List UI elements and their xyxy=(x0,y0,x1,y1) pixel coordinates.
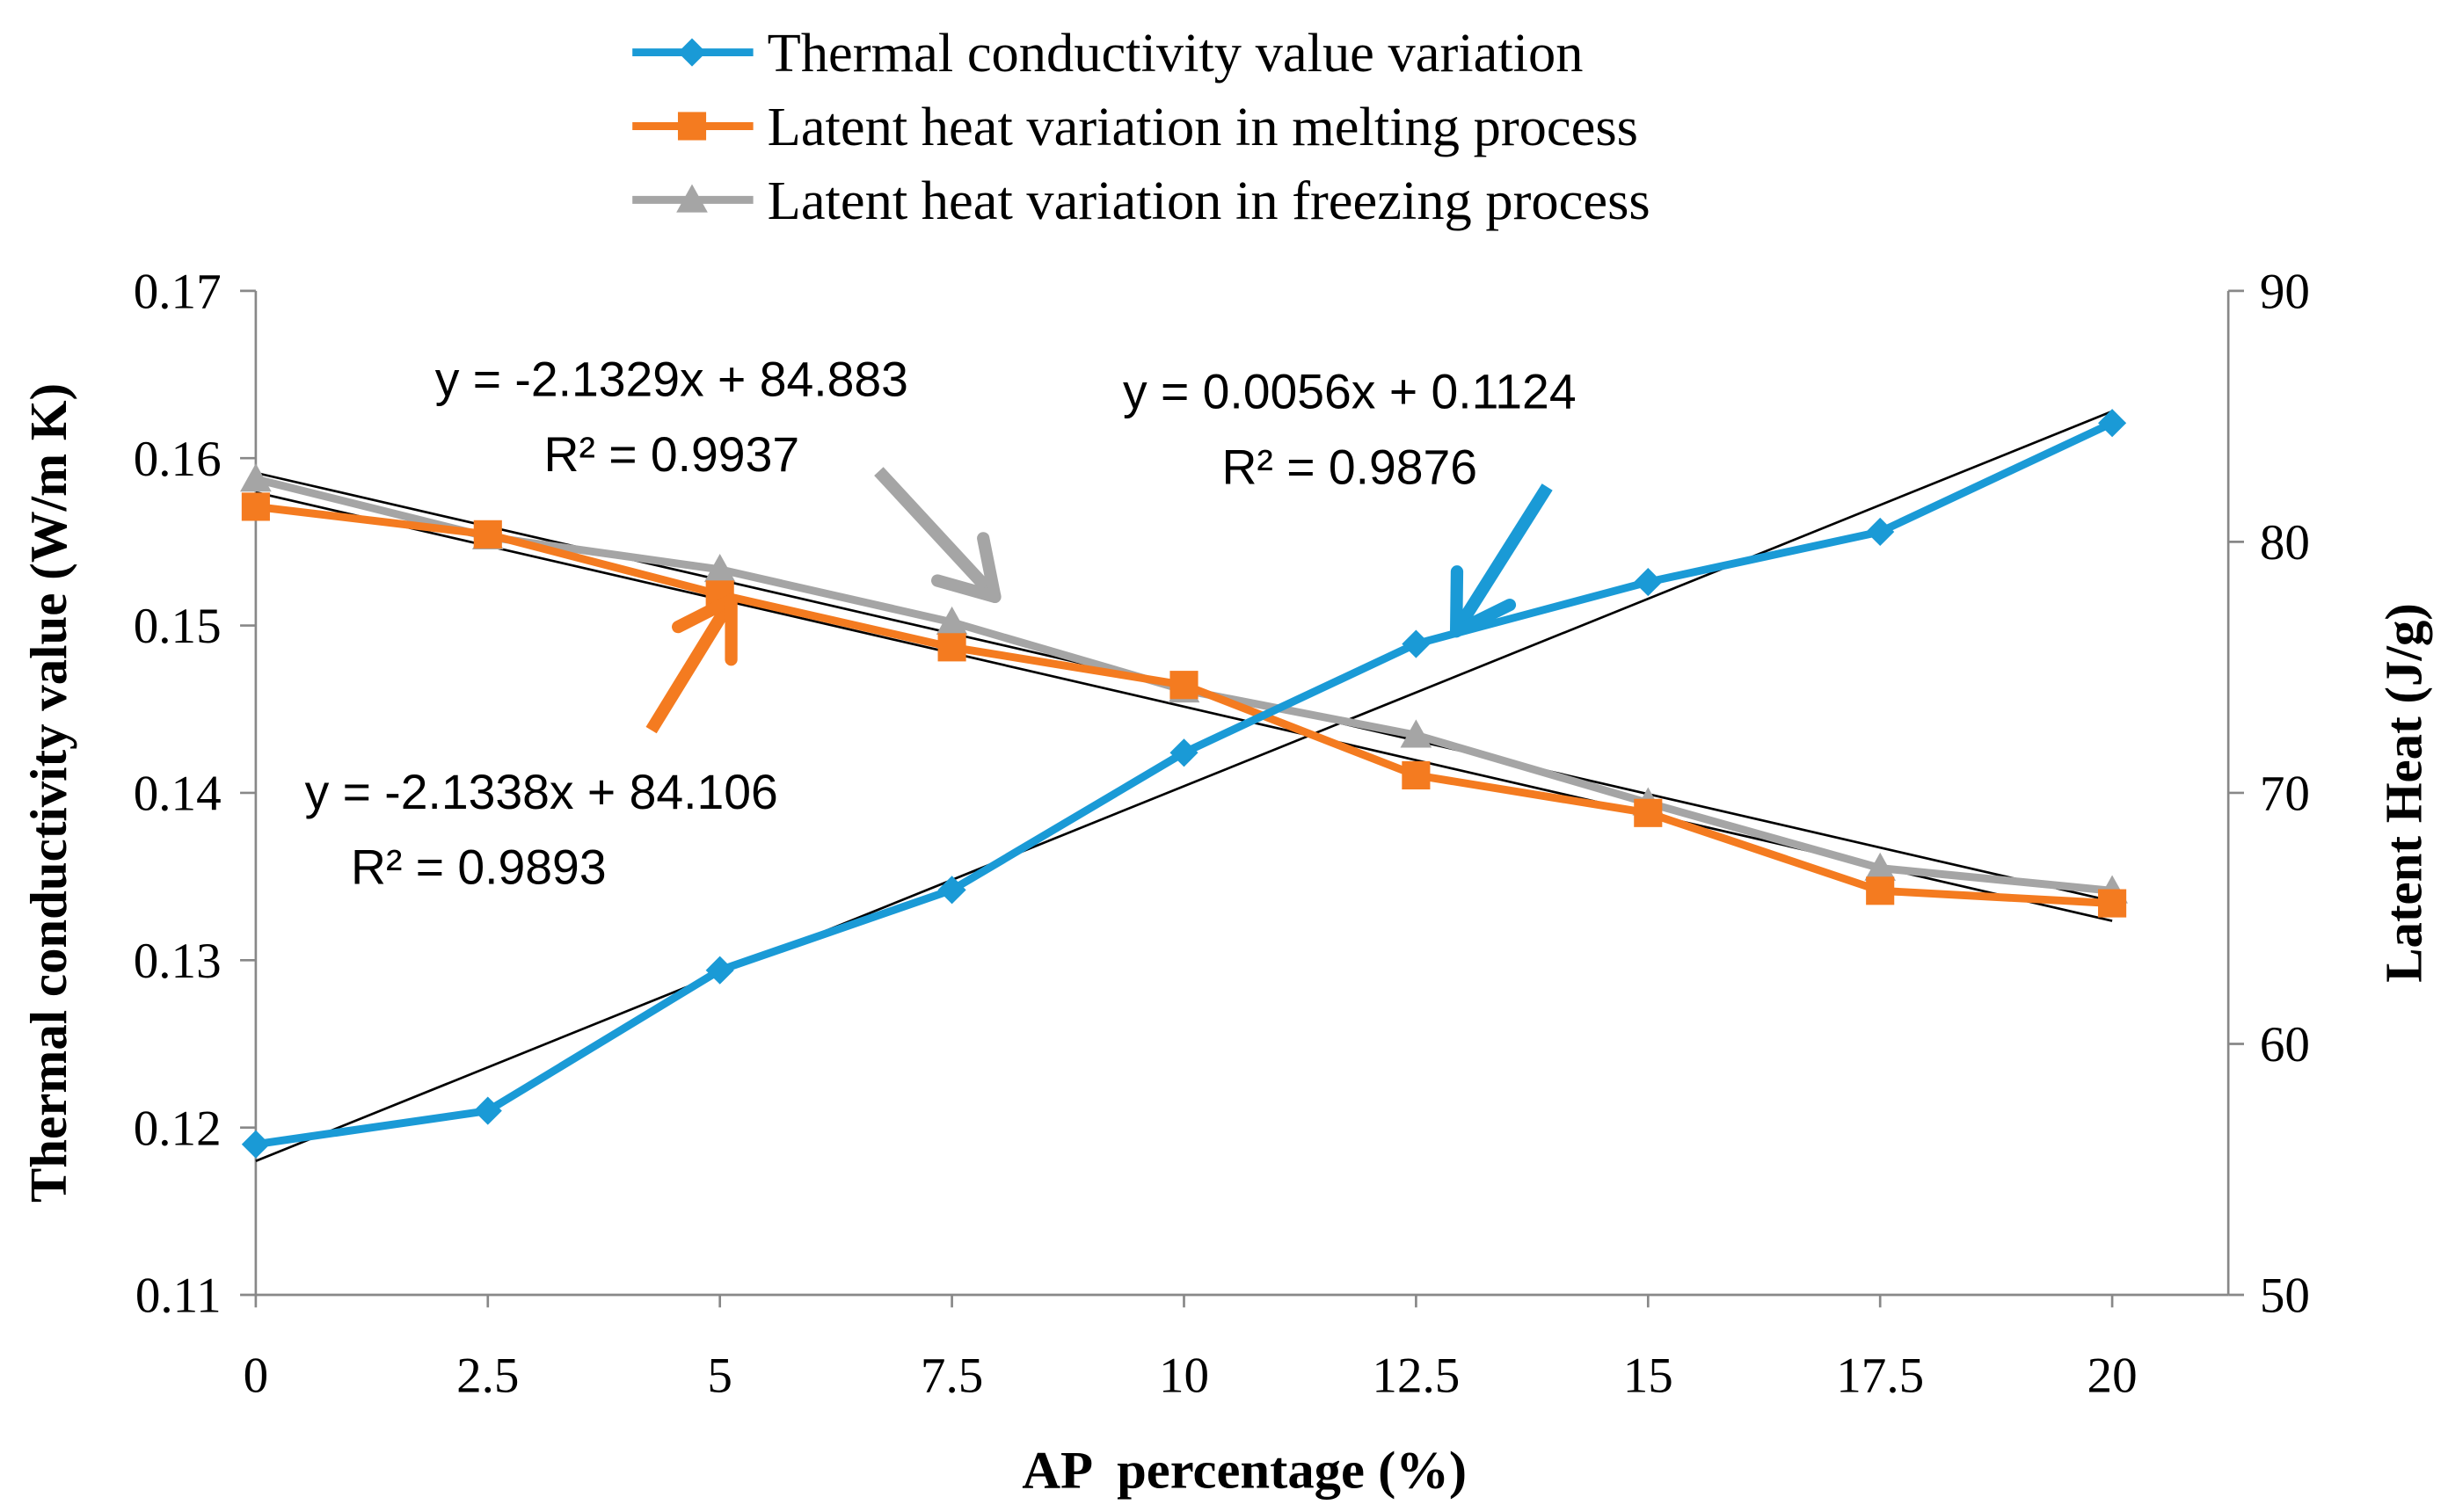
data-point xyxy=(703,553,736,583)
axes: 0.11 0.12 0.13 0.14 0.15 0.16 0.17 50 60 70 80 90 0 2… xyxy=(134,264,2310,1403)
y-right-tick-label: 70 xyxy=(2260,767,2310,822)
y-left-tick-label: 0.12 xyxy=(134,1101,222,1156)
legend-marker xyxy=(677,38,707,67)
series-group xyxy=(240,409,2128,1159)
x-tick-label: 7.5 xyxy=(921,1348,983,1404)
data-point xyxy=(1402,629,1431,658)
y-left-tick-label: 0.11 xyxy=(135,1268,222,1324)
arrow-shaft xyxy=(645,596,737,734)
x-tick-label: 17.5 xyxy=(1836,1348,1924,1404)
y-left-tick-label: 0.13 xyxy=(134,934,222,989)
arrow-icon xyxy=(1449,483,1553,638)
legend-marker xyxy=(677,112,707,141)
arrow-head xyxy=(1449,598,1517,638)
x-tick-label: 5 xyxy=(707,1348,732,1404)
x-tick-label: 0 xyxy=(244,1348,269,1404)
y-left-tick-label: 0.17 xyxy=(134,264,222,319)
arrow-icon xyxy=(874,467,1002,603)
legend-marker xyxy=(676,184,708,213)
r2-label: R² = 0.9876 xyxy=(1221,440,1477,494)
x-tick-label: 2.5 xyxy=(456,1348,519,1404)
data-point xyxy=(1864,852,1897,881)
y-right-tick-label: 50 xyxy=(2260,1268,2310,1324)
equation-label: y = -2.1329x + 84.883 xyxy=(435,352,908,406)
series-0 xyxy=(241,409,2127,1159)
arrow-head xyxy=(977,532,1002,603)
arrow-shaft xyxy=(1451,483,1553,635)
annotations: y = 0.0056x + 0.1124 R² = 0.9876 y = -2.13… xyxy=(305,352,1577,894)
arrow-shaft xyxy=(874,467,1000,601)
data-point xyxy=(1402,760,1431,790)
legend-label: Latent heat variation in melting process xyxy=(768,96,1638,157)
data-point xyxy=(1866,517,1895,547)
data-point xyxy=(1169,671,1198,700)
data-point xyxy=(241,1130,270,1159)
legend-label: Latent heat variation in freezing proces… xyxy=(768,170,1650,231)
legend: Thermal conductivity value variation Late… xyxy=(632,22,1650,231)
y-right-tick-label: 60 xyxy=(2260,1017,2310,1072)
trendline-0 xyxy=(255,410,2113,1162)
arrow-icon xyxy=(645,593,738,734)
data-point xyxy=(240,463,272,492)
x-tick-label: 12.5 xyxy=(1372,1348,1460,1404)
arrow-head xyxy=(1449,565,1464,638)
y-left-tick-label: 0.16 xyxy=(134,432,222,487)
data-point xyxy=(1634,798,1663,827)
data-point xyxy=(241,492,270,521)
y-axis-left-label: Thermal conductivity value (W/m K) xyxy=(20,383,77,1203)
data-point xyxy=(473,520,502,549)
y-right-tick-label: 90 xyxy=(2260,264,2310,319)
r2-label: R² = 0.9893 xyxy=(351,840,607,894)
equation-label: y = -2.1338x + 84.106 xyxy=(305,765,778,819)
data-point xyxy=(1866,876,1895,905)
x-tick-label: 10 xyxy=(1159,1348,1209,1404)
y-right-tick-label: 80 xyxy=(2260,515,2310,571)
x-tick-label: 20 xyxy=(2087,1348,2138,1404)
data-point xyxy=(937,633,966,662)
y-left-tick-label: 0.14 xyxy=(134,767,222,822)
y-left-tick-label: 0.15 xyxy=(134,599,222,654)
equation-label: y = 0.0056x + 0.1124 xyxy=(1123,365,1577,419)
data-point xyxy=(2098,409,2127,438)
x-tick-label: 15 xyxy=(1623,1348,1673,1404)
x-axis-label: AP percentage (%) xyxy=(1022,1442,1467,1501)
r2-label: R² = 0.9937 xyxy=(544,427,800,482)
data-point xyxy=(2098,889,2127,918)
arrow-head xyxy=(931,574,1002,603)
arrow-head xyxy=(672,593,738,634)
legend-label: Thermal conductivity value variation xyxy=(768,22,1584,84)
data-point xyxy=(1400,719,1432,748)
data-point xyxy=(1634,568,1663,597)
y-axis-right-label: Latent Heat (J/g) xyxy=(2376,603,2433,983)
data-point xyxy=(936,606,968,636)
